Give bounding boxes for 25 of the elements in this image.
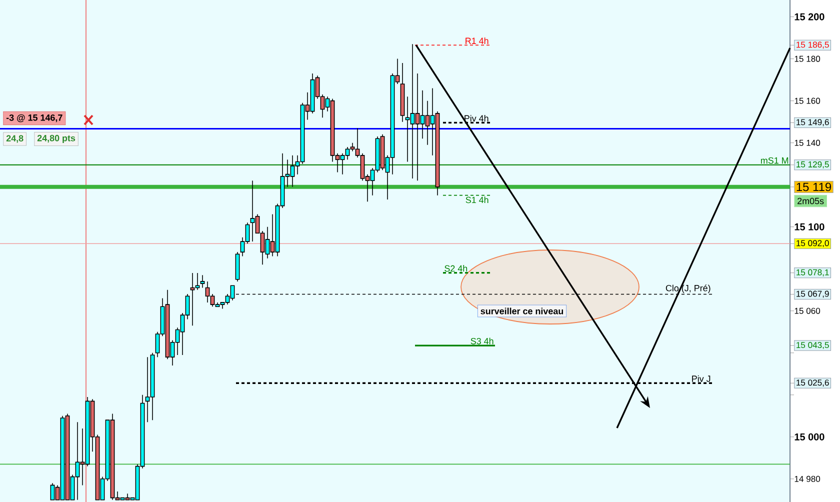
y-tick-label: 15 060 [794, 308, 820, 314]
y-tick-label: 15 186,5 [796, 42, 829, 49]
ref-line-label: Piv J [692, 375, 710, 382]
y-tick-label: 15 000 [794, 433, 824, 440]
y-tick-label: 15 200 [794, 13, 824, 20]
y-tick-label: 15 119 [796, 182, 832, 192]
y-tick-label: 15 149,6 [796, 119, 829, 126]
y-tick-label: 15 092,0 [796, 240, 829, 248]
y-tick-label: 15 129,5 [796, 161, 829, 168]
y-tick-label: 15 078,1 [796, 269, 829, 276]
y-tick-label: 15 067,9 [796, 290, 829, 298]
y-tick-label: 15 100 [794, 223, 824, 230]
ref-line-label: S1 4h [466, 196, 488, 204]
ref-line-label: R1 4h [466, 37, 488, 44]
y-tick-label: 14 980 [794, 476, 820, 482]
y-tick-label: 15 043,5 [796, 342, 829, 350]
y-tick-label: 15 160 [794, 98, 820, 104]
ref-line-label: S2 4h [444, 265, 468, 272]
y-tick-label: 15 140 [794, 140, 820, 146]
candlestick [200, 274, 205, 288]
ref-line-label: S3 4h [470, 338, 494, 344]
y-tick-label: 15 025,6 [796, 380, 829, 387]
ref-line-label: Clo (J, Pré) [666, 284, 710, 294]
ref-line-label: mS1 M [761, 157, 788, 164]
y-tick-label: 15 180 [794, 56, 820, 62]
